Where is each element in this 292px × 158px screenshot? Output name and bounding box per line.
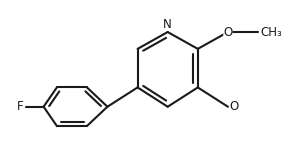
Text: N: N — [163, 18, 172, 31]
Text: F: F — [17, 100, 24, 113]
Text: O: O — [230, 100, 239, 113]
Text: CH₃: CH₃ — [260, 25, 282, 39]
Text: O: O — [223, 25, 232, 39]
